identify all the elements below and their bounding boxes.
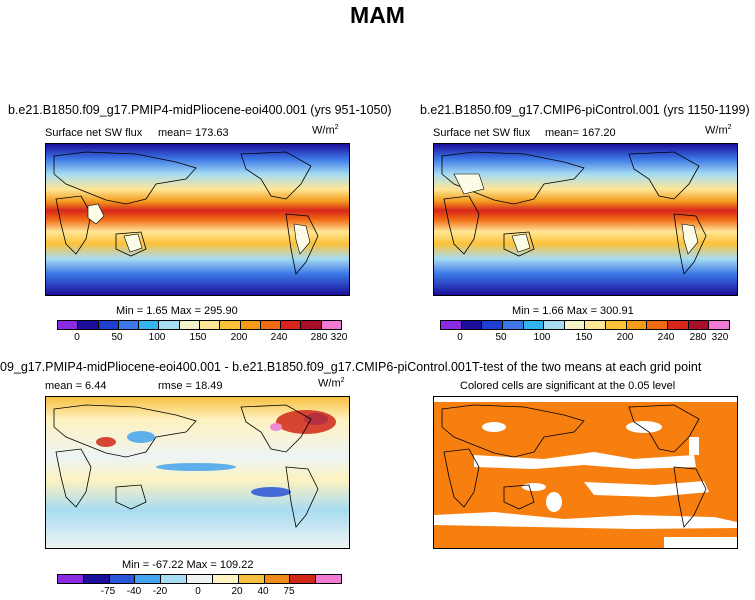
bl-tick: -40 [126,586,142,597]
bottom-left-colorbar [57,574,342,584]
top-left-mean-label: mean= 173.63 [158,127,229,139]
tl-tick: 240 [270,332,288,343]
colorbar-swatch [688,321,710,329]
tl-tick: 280 [310,332,328,343]
top-left-map [45,143,350,296]
top-left-units: W/m2 [312,124,339,137]
colorbar-swatch [441,321,462,329]
colorbar-swatch [606,321,627,329]
top-left-colorbar-ticks: 0 50 100 150 200 240 280 320 [57,332,347,346]
bottom-left-mean-label: mean = 6.44 [45,380,107,392]
tl-tick: 50 [111,332,123,343]
colorbar-swatch [626,321,648,329]
bl-tick: 20 [231,586,243,597]
tl-tick: 0 [74,332,80,343]
bottom-right-title: T-test of the two means at each grid poi… [472,360,702,374]
top-right-variable-label: Surface net SW flux [433,127,531,139]
colorbar-swatch [544,321,565,329]
tr-tick: 200 [616,332,634,343]
tl-tick: 200 [230,332,248,343]
colorbar-swatch [58,321,79,329]
tl-tick: 100 [148,332,166,343]
colorbar-swatch [647,321,669,329]
colorbar-swatch [98,321,119,329]
bottom-right-ttest-map [433,396,738,549]
colorbar-swatch [212,575,239,583]
bl-tick: -20 [152,586,168,597]
colorbar-swatch [109,575,136,583]
colorbar-swatch [159,321,180,329]
tr-tick: 280 [689,332,707,343]
tl-tick: 150 [189,332,207,343]
tr-tick: 0 [457,332,463,343]
colorbar-swatch [264,575,291,583]
colorbar-swatch [58,575,84,583]
colorbar-swatch [187,575,213,583]
colorbar-swatch [316,575,341,583]
bl-tick: 40 [257,586,269,597]
colorbar-swatch [179,321,200,329]
top-left-colorbar [57,320,342,330]
tr-tick: 150 [575,332,593,343]
colorbar-swatch [564,321,586,329]
colorbar-swatch [238,575,265,583]
top-right-mean-label: mean= 167.20 [545,127,616,139]
tl-tick: 320 [330,332,348,343]
tr-tick: 240 [657,332,675,343]
bottom-left-difference-map [45,396,350,549]
colorbar-swatch [220,321,241,329]
colorbar-swatch [240,321,261,329]
top-right-colorbar-ticks: 0 50 100 150 200 240 280 320 [440,332,728,346]
colorbar-swatch [502,321,524,329]
colorbar-swatch [668,321,689,329]
colorbar-swatch [260,321,282,329]
bottom-left-units: W/m2 [318,377,345,390]
top-left-variable-label: Surface net SW flux [45,127,143,139]
bl-tick: 75 [283,586,295,597]
top-right-colorbar [440,320,730,330]
bl-tick: 0 [195,586,201,597]
colorbar-swatch [199,321,221,329]
colorbar-swatch [83,575,110,583]
figure-title: MAM [350,2,405,28]
top-right-units: W/m2 [705,124,732,137]
colorbar-swatch [461,321,483,329]
top-right-map [433,143,738,296]
bottom-left-title: 09_g17.PMIP4-midPliocene-eoi400.001 - b.… [0,360,472,374]
top-right-minmax: Min = 1.66 Max = 300.91 [512,305,634,317]
top-left-minmax: Min = 1.65 Max = 295.90 [116,305,238,317]
colorbar-swatch [321,321,341,329]
colorbar-swatch [523,321,545,329]
top-left-case-title: b.e21.B1850.f09_g17.PMIP4-midPliocene-eo… [8,103,392,117]
colorbar-swatch [709,321,729,329]
tr-tick: 320 [711,332,729,343]
colorbar-swatch [290,575,317,583]
bottom-left-rmse-label: rmse = 18.49 [158,380,223,392]
colorbar-swatch [161,575,188,583]
colorbar-swatch [135,575,162,583]
bottom-left-minmax: Min = -67.22 Max = 109.22 [122,559,254,571]
colorbar-swatch [281,321,302,329]
top-right-case-title: b.e21.B1850.f09_g17.CMIP6-piControl.001 … [420,103,750,117]
colorbar-swatch [78,321,99,329]
bottom-right-subtitle: Colored cells are significant at the 0.0… [460,380,676,392]
colorbar-swatch [301,321,322,329]
colorbar-swatch [139,321,160,329]
tr-tick: 100 [533,332,551,343]
colorbar-swatch [482,321,503,329]
bottom-left-colorbar-ticks: -75 -40 -20 0 20 40 75 [57,586,340,600]
tr-tick: 50 [495,332,507,343]
colorbar-swatch [585,321,607,329]
bl-tick: -75 [100,586,116,597]
colorbar-swatch [118,321,140,329]
